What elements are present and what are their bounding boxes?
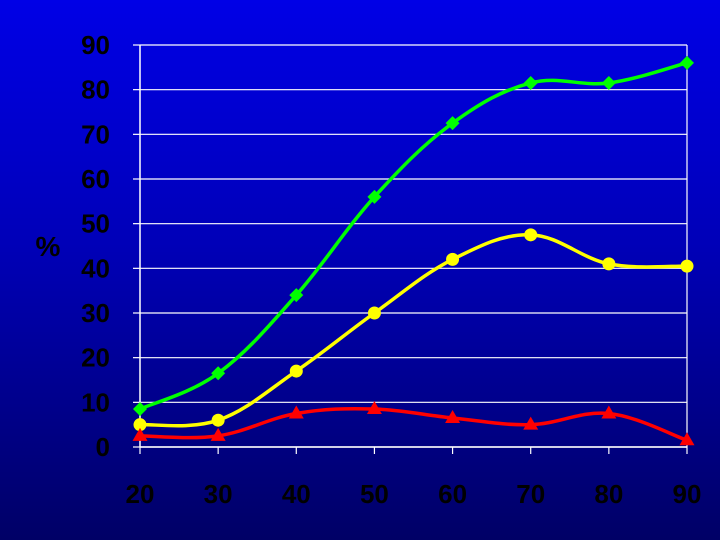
- data-point-triangle: [445, 409, 461, 423]
- y-tick-label: 80: [81, 75, 110, 105]
- y-tick-label: 60: [81, 164, 110, 194]
- y-tick-label: 70: [81, 119, 110, 149]
- data-point-diamond: [211, 366, 226, 381]
- data-point-triangle: [366, 401, 382, 415]
- y-tick-label: 20: [81, 343, 110, 373]
- x-tick-label: 30: [204, 479, 233, 509]
- data-point-triangle: [523, 416, 539, 430]
- data-point-circle: [133, 418, 147, 432]
- data-point-diamond: [601, 75, 616, 90]
- data-point-circle: [367, 306, 381, 320]
- x-tick-label: 20: [126, 479, 155, 509]
- series-1: [133, 55, 694, 417]
- y-tick-label: 40: [81, 253, 110, 283]
- data-point-triangle: [679, 432, 695, 446]
- gridlines: [140, 44, 687, 448]
- data-point-triangle: [210, 427, 226, 441]
- y-tick-label: 30: [81, 298, 110, 328]
- x-tick-label: 50: [360, 479, 389, 509]
- data-point-circle: [680, 259, 694, 273]
- data-point-diamond: [367, 189, 382, 204]
- tick-labels: 0 10 20 30 40 50 60 70 80 90 20 30 40 50 60 70 80 90: [81, 30, 701, 509]
- y-tick-label: 90: [81, 30, 110, 60]
- data-point-triangle: [132, 427, 148, 441]
- data-point-triangle: [601, 405, 617, 419]
- data-point-triangle: [288, 405, 304, 419]
- x-tick-label: 90: [673, 479, 702, 509]
- data-point-circle: [524, 228, 538, 242]
- data-point-circle: [446, 252, 460, 266]
- data-point-circle: [289, 364, 303, 378]
- y-tick-label: 10: [81, 387, 110, 417]
- x-tick-label: 60: [438, 479, 467, 509]
- data-point-circle: [211, 413, 225, 427]
- data-point-diamond: [445, 116, 460, 131]
- data-point-diamond: [680, 55, 694, 70]
- data-point-diamond: [289, 288, 304, 303]
- x-tick-label: 40: [282, 479, 311, 509]
- data-point-circle: [602, 257, 616, 271]
- series-3: [132, 401, 695, 446]
- series-group: [132, 55, 695, 446]
- data-point-diamond: [523, 75, 538, 90]
- x-tick-label: 70: [516, 479, 545, 509]
- y-axis-label: %: [36, 231, 61, 262]
- series-2: [133, 228, 694, 432]
- axes: [133, 44, 688, 454]
- series-line: [139, 233, 688, 428]
- data-point-diamond: [133, 402, 147, 417]
- series-line: [139, 61, 688, 411]
- y-tick-label: 50: [81, 209, 110, 239]
- x-tick-label: 80: [594, 479, 623, 509]
- y-tick-label: 0: [96, 432, 110, 462]
